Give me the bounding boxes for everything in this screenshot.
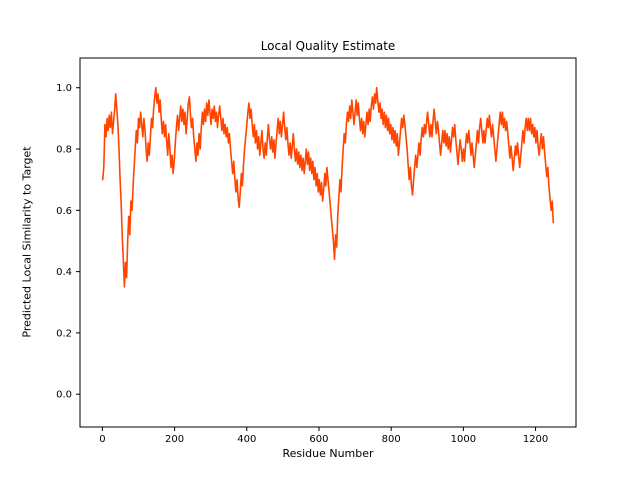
y-tick-label: 0.0: [56, 390, 72, 401]
chart-title: Local Quality Estimate: [260, 39, 396, 53]
y-tick-label: 0.8: [56, 145, 72, 156]
x-tick-label: 1200: [523, 434, 548, 445]
x-axis-label: Residue Number: [282, 447, 374, 460]
y-tick-label: 0.4: [56, 267, 72, 278]
quality-line: [101, 86, 555, 288]
y-tick-label: 1.0: [56, 83, 72, 94]
x-tick-label: 400: [237, 434, 256, 445]
x-tick-label: 800: [382, 434, 401, 445]
y-tick-label: 0.2: [56, 328, 72, 339]
x-tick-label: 0: [99, 434, 105, 445]
x-tick-label: 600: [309, 434, 328, 445]
x-tick-label: 1000: [451, 434, 476, 445]
axes-spines: [79, 57, 577, 428]
x-tick-label: 200: [165, 434, 184, 445]
y-tick-label: 0.6: [56, 206, 72, 217]
